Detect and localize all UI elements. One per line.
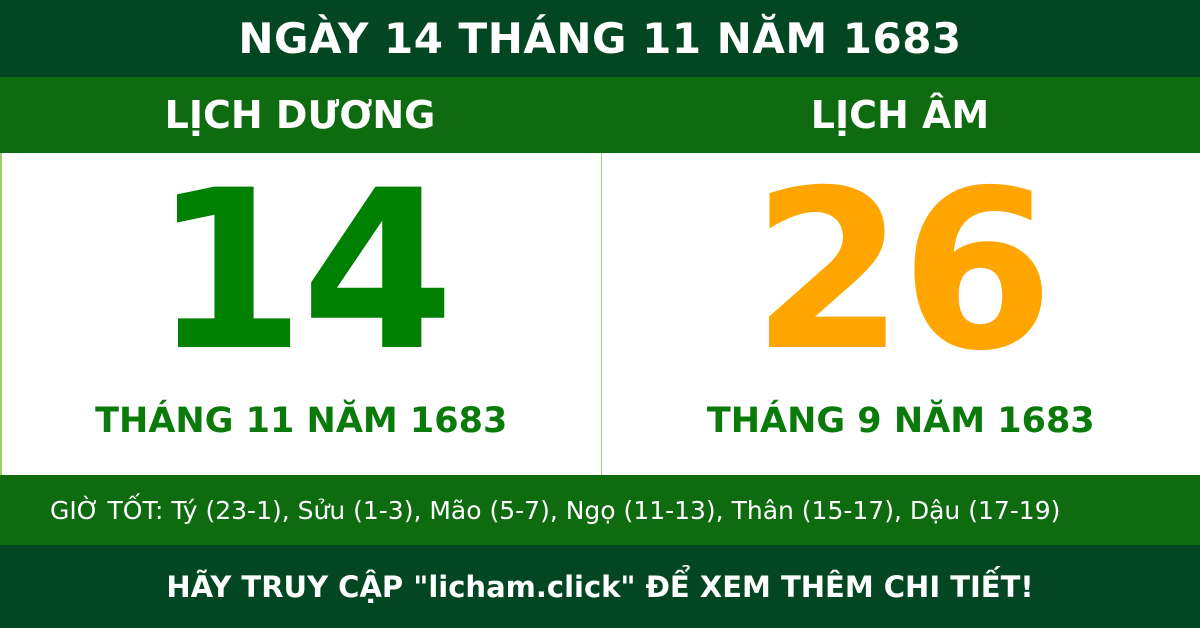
solar-heading: LỊCH DƯƠNG [164,93,436,137]
lunar-column: 26 THÁNG 9 NĂM 1683 [600,143,1200,475]
calendar-body: 14 THÁNG 11 NĂM 1683 26 THÁNG 9 NĂM 1683 [0,153,1200,475]
lunar-month-year: THÁNG 9 NĂM 1683 [706,401,1095,441]
solar-column: 14 THÁNG 11 NĂM 1683 [0,153,601,475]
lunar-day: 26 [751,143,1054,399]
column-headers: LỊCH DƯƠNG LỊCH ÂM [0,77,1200,153]
good-hours: GIỜ TỐT: Tý (23-1), Sửu (1-3), Mão (5-7)… [0,475,1200,545]
footer-cta: HÃY TRUY CẬP "licham.click" ĐỂ XEM THÊM … [0,545,1200,628]
solar-month-year: THÁNG 11 NĂM 1683 [95,401,508,441]
page-title: NGÀY 14 THÁNG 11 NĂM 1683 [0,0,1200,77]
solar-day: 14 [152,143,454,399]
lunar-heading: LỊCH ÂM [810,93,990,137]
